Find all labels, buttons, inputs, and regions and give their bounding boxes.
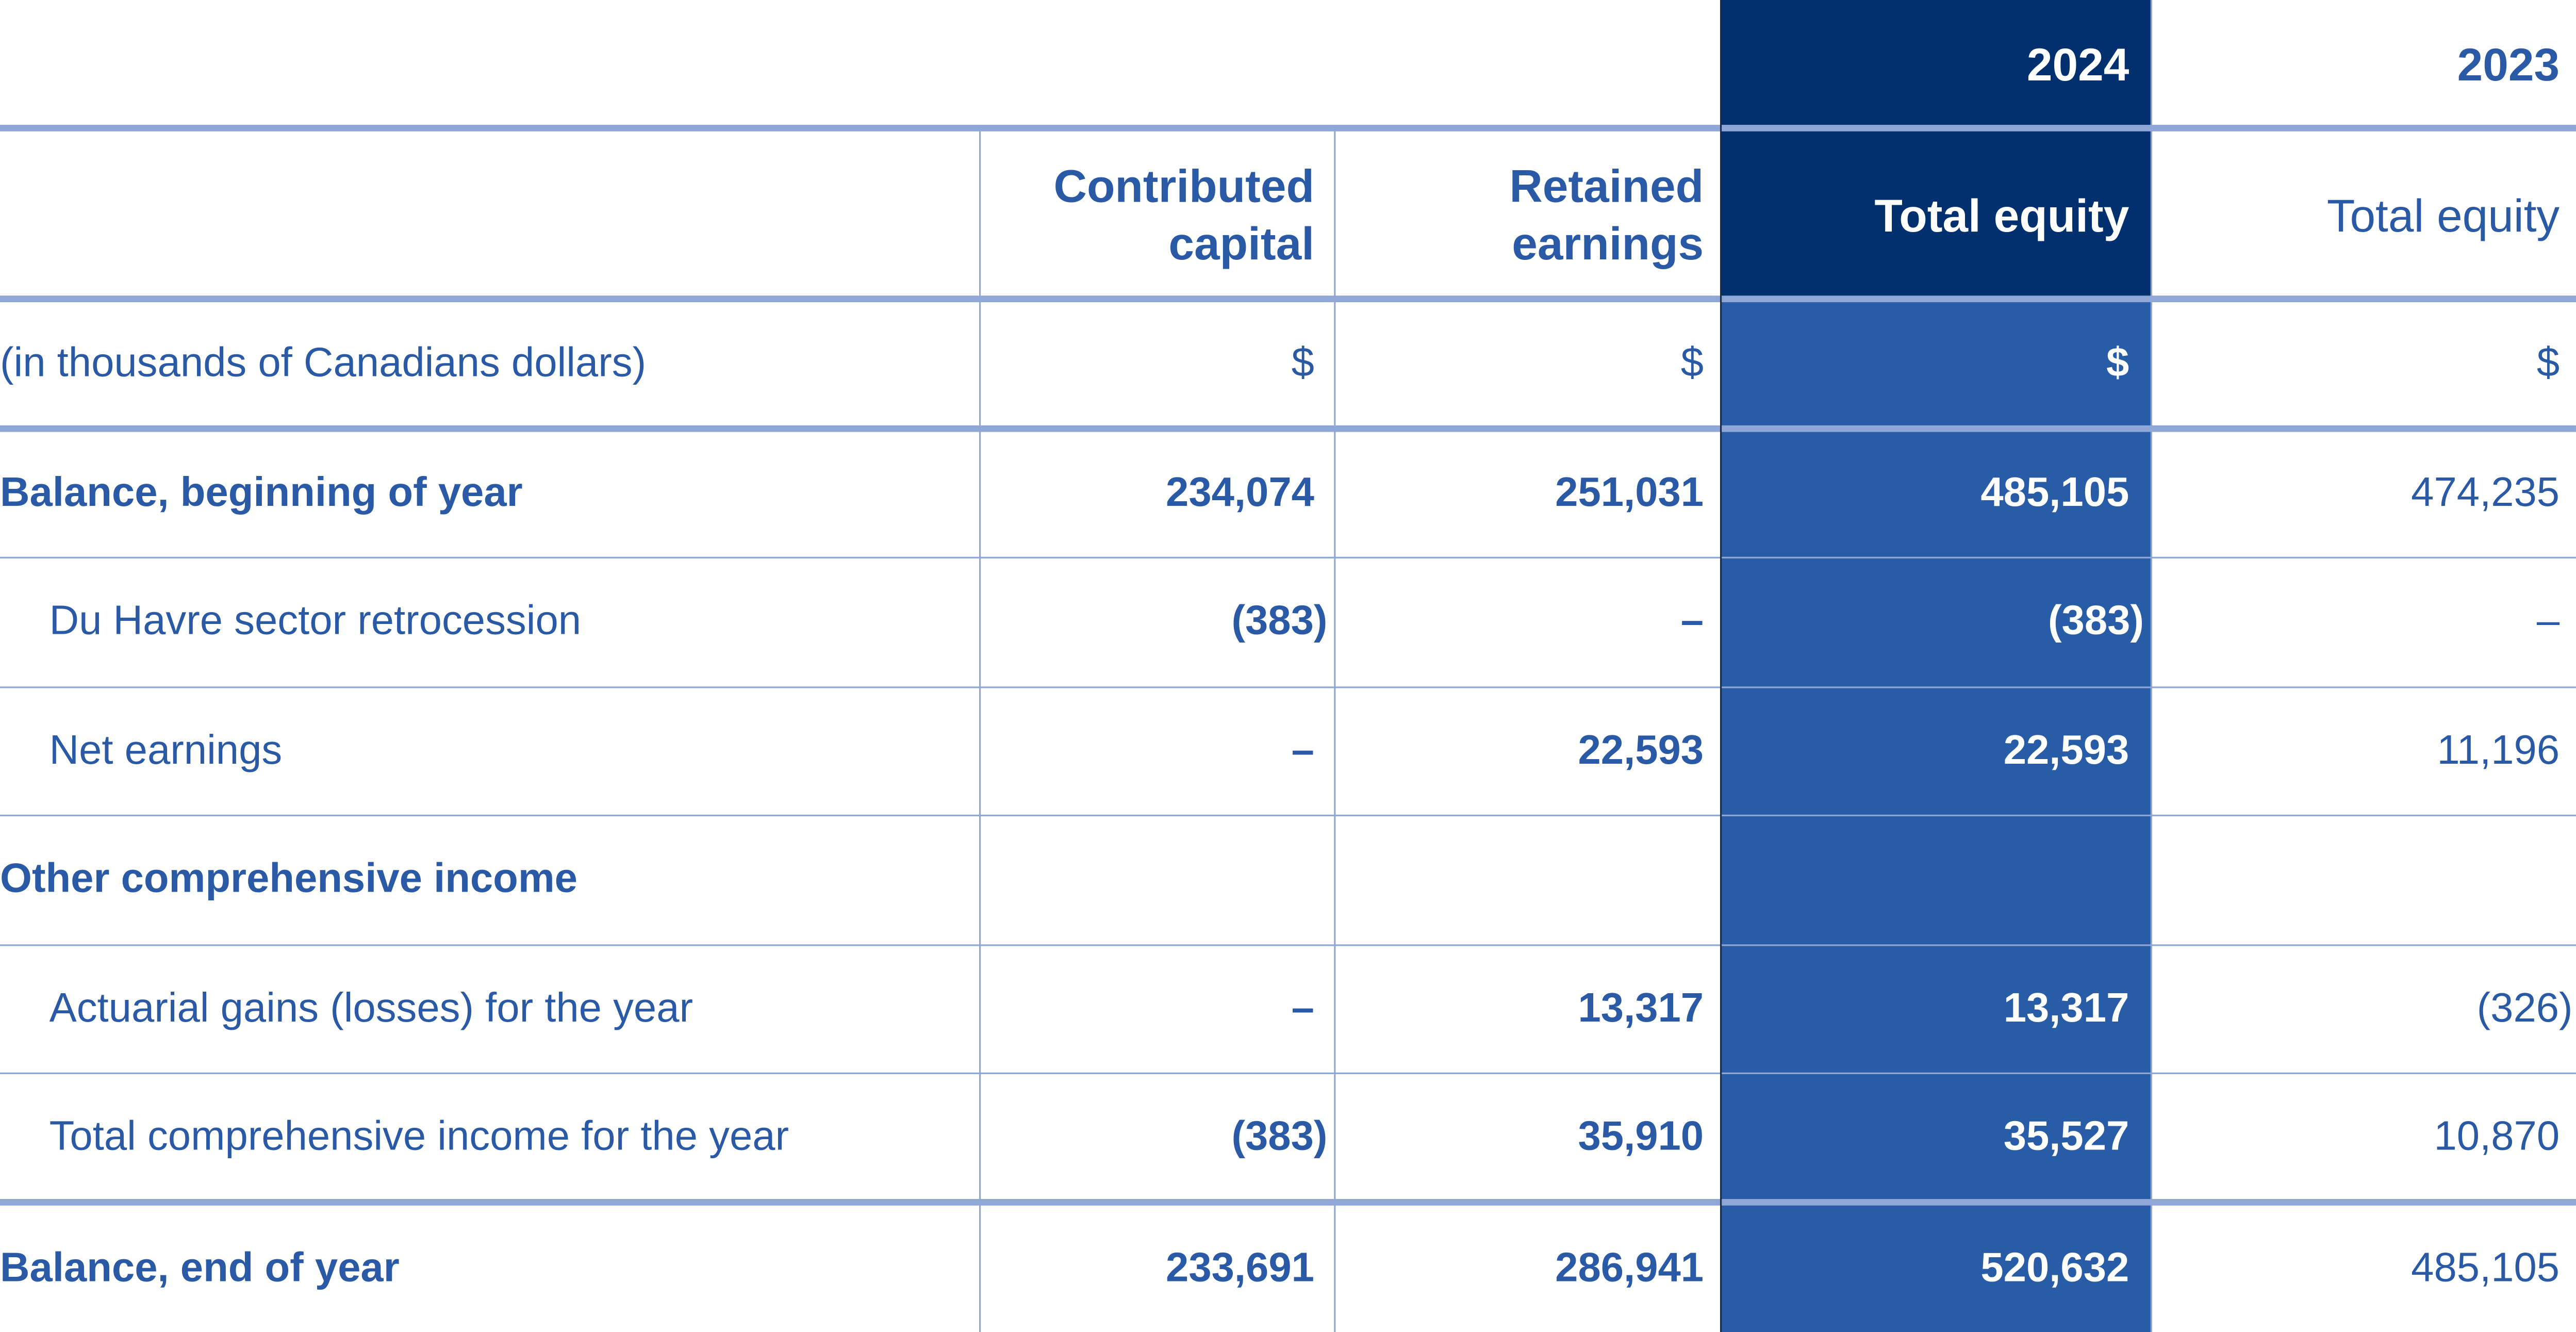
row-label: Net earnings (49, 728, 283, 775)
rule-under-years (0, 125, 2576, 131)
row-total-current: 520,632 (1980, 1244, 2129, 1291)
rule-row-4 (0, 944, 2576, 946)
row-label: Balance, end of year (0, 1244, 400, 1291)
row-total-prior: 11,196 (2437, 728, 2560, 775)
units-retained: $ (1680, 340, 1704, 387)
units-total-prior: $ (2536, 340, 2560, 387)
col-divider-1 (979, 131, 981, 1332)
row-total-prior: 485,105 (2411, 1244, 2560, 1291)
row-total-current: 22,593 (2003, 728, 2129, 775)
row-retained: 251,031 (1555, 470, 1704, 517)
rule-under-units (0, 425, 2576, 432)
row-retained: 286,941 (1555, 1244, 1704, 1291)
row-retained: 13,317 (1578, 986, 1704, 1032)
row-contributed: 234,074 (1166, 470, 1314, 517)
row-total-current: (383) (2048, 598, 2144, 645)
row-contributed: – (1291, 728, 1314, 775)
rule-above-ending-balance (0, 1199, 2576, 1206)
row-label: Balance, beginning of year (0, 470, 523, 517)
row-total-prior: 10,870 (2434, 1114, 2560, 1160)
year-prior: 2023 (2457, 38, 2560, 90)
row-contributed: (383) (1231, 598, 1328, 645)
row-total-prior: 474,235 (2411, 470, 2560, 517)
header-retained-earnings: Retained earnings (1509, 161, 1704, 270)
units-total-current: $ (2106, 340, 2129, 387)
row-total-current: 13,317 (2003, 986, 2129, 1032)
col-divider-2 (1334, 131, 1336, 1332)
row-contributed: – (1291, 986, 1314, 1032)
col-divider-3 (1720, 0, 1722, 1332)
row-contributed: (383) (1231, 1114, 1328, 1160)
row-label: Actuarial gains (losses) for the year (49, 986, 693, 1032)
current-year-column-band (1720, 300, 2152, 1332)
row-label: Du Havre sector retrocession (49, 598, 582, 645)
rule-row-1 (0, 556, 2576, 558)
header-total-equity-prior: Total equity (2326, 189, 2560, 241)
row-total-prior: (326) (2476, 986, 2573, 1032)
row-retained: – (1680, 598, 1704, 645)
units-contributed: $ (1291, 340, 1314, 387)
row-total-current: 35,527 (2003, 1114, 2129, 1160)
rule-row-5 (0, 1072, 2576, 1074)
row-total-prior: – (2536, 598, 2560, 645)
rule-row-3 (0, 814, 2576, 816)
header-contributed-capital: Contributed capital (1053, 161, 1314, 270)
row-retained: 22,593 (1578, 728, 1704, 775)
year-current: 2024 (2026, 38, 2129, 90)
row-retained: 35,910 (1578, 1114, 1704, 1160)
header-total-equity-current: Total equity (1874, 189, 2129, 241)
row-label: Other comprehensive income (0, 856, 578, 902)
row-contributed: 233,691 (1166, 1244, 1314, 1291)
col-divider-4 (2150, 0, 2152, 1332)
units-label: (in thousands of Canadians dollars) (0, 340, 647, 387)
current-year-header-band (1720, 0, 2152, 301)
row-total-current: 485,105 (1980, 470, 2129, 517)
row-label: Total comprehensive income for the year (49, 1114, 789, 1160)
rule-under-headers (0, 295, 2576, 303)
rule-row-2 (0, 686, 2576, 688)
